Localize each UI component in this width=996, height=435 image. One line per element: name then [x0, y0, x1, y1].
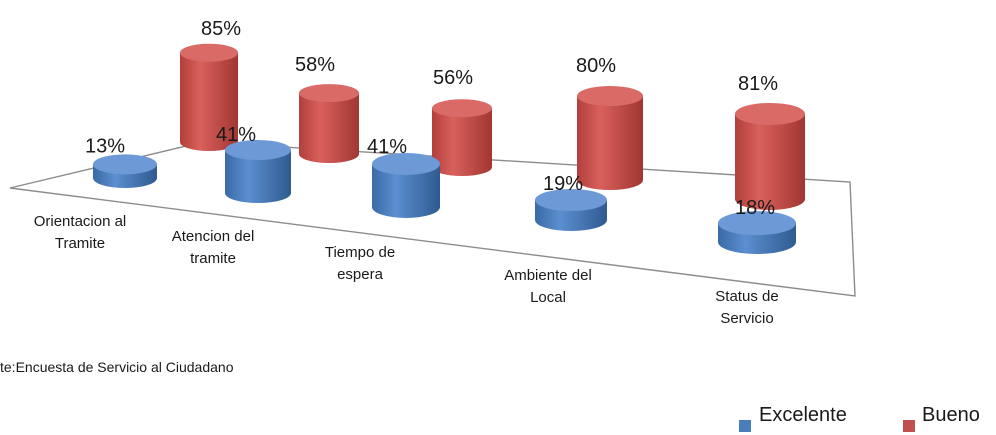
bar-bueno-3-body — [577, 96, 643, 190]
bar-excelente-3-top — [535, 189, 607, 212]
bar-excelente-0-top — [93, 154, 157, 175]
value-label-bueno-2: 56% — [433, 67, 473, 89]
bar-excelente-2-top — [372, 152, 440, 175]
category-label-4: Status de Servicio — [715, 288, 778, 327]
bar-bueno-4 — [735, 102, 805, 210]
bar-bueno-1-top — [299, 84, 359, 103]
bar-bueno-4-body — [735, 113, 805, 210]
bar-bueno-0 — [180, 43, 238, 151]
value-label-excelente-0: 13% — [85, 135, 125, 157]
category-label-1: Atencion del tramite — [172, 228, 255, 267]
bar-excelente-1-body — [225, 149, 291, 203]
value-label-bueno-4: 81% — [738, 73, 778, 95]
source-text: te:Encuesta de Servicio al Ciudadano — [0, 359, 234, 375]
bar-bueno-1 — [299, 84, 359, 163]
bar-bueno-2-top — [432, 99, 492, 118]
category-label-2: Tiempo de espera — [325, 244, 395, 283]
bar-excelente-2 — [372, 152, 440, 218]
legend-bueno-label: Bueno — [922, 404, 980, 426]
bar-excelente-4-top — [718, 211, 796, 236]
value-label-excelente-3: 19% — [543, 173, 583, 195]
bar-bueno-2-body — [432, 108, 492, 176]
bar-excelente-3 — [535, 189, 607, 231]
value-label-bueno-1: 58% — [295, 54, 335, 76]
category-label-0: Orientacion al Tramite — [34, 213, 127, 252]
bar-bueno-0-body — [180, 52, 238, 151]
value-label-bueno-3: 80% — [576, 55, 616, 77]
value-label-excelente-2: 41% — [367, 136, 407, 158]
bar-bueno-1-body — [299, 93, 359, 163]
legend-excelente-swatch — [739, 420, 751, 432]
bar-excelente-1-top — [225, 139, 291, 160]
bar-excelente-2-body — [372, 163, 440, 218]
bar-bueno-3 — [577, 86, 643, 190]
bar-bueno-2 — [432, 99, 492, 176]
value-label-bueno-0: 85% — [201, 18, 241, 40]
legend-excelente-label: Excelente — [759, 404, 847, 426]
category-label-3: Ambiente del Local — [504, 267, 592, 306]
legend-bueno-swatch — [903, 420, 915, 432]
value-label-excelente-1: 41% — [216, 124, 256, 146]
bar-bueno-3-top — [577, 86, 643, 106]
bar-excelente-0 — [93, 154, 157, 188]
bar-excelente-1 — [225, 139, 291, 203]
bar-bueno-0-top — [180, 43, 238, 62]
bar-excelente-4 — [718, 211, 796, 254]
value-label-excelente-4: 18% — [735, 197, 775, 219]
bar-bueno-4-top — [735, 102, 805, 125]
